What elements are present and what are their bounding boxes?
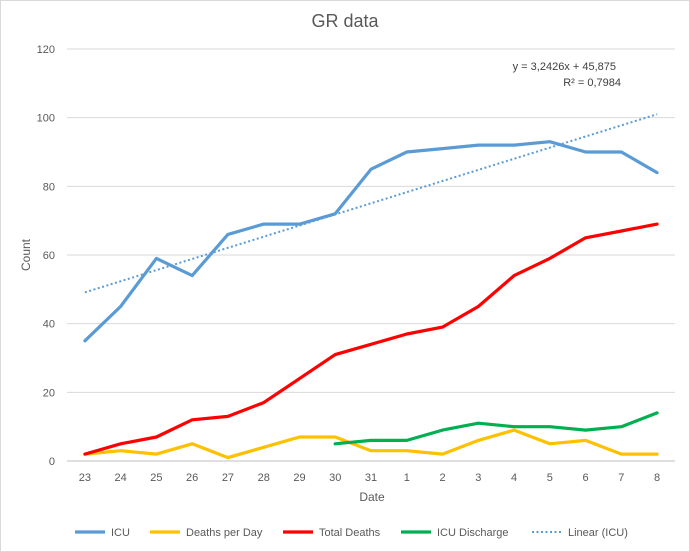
legend-label-total-deaths: Total Deaths xyxy=(319,527,381,539)
x-tick-label: 28 xyxy=(258,472,270,484)
legend-label-icu-discharge: ICU Discharge xyxy=(437,527,509,539)
x-tick-label: 6 xyxy=(583,472,589,484)
y-axis-title: Count xyxy=(19,238,33,271)
y-tick-label: 0 xyxy=(49,456,55,468)
series-line-deaths-per-day xyxy=(83,428,659,460)
y-tick-label: 80 xyxy=(43,181,55,193)
x-tick-label: 23 xyxy=(79,472,91,484)
trendline-r-squared: R² = 0,7984 xyxy=(563,77,621,89)
x-tick-label: 2 xyxy=(439,472,445,484)
x-tick-label: 1 xyxy=(404,472,410,484)
y-tick-label: 20 xyxy=(43,387,55,399)
series-line-icu xyxy=(83,140,659,343)
legend-label-linear-icu-: Linear (ICU) xyxy=(568,527,628,539)
y-tick-label: 100 xyxy=(37,113,55,125)
y-tick-label: 40 xyxy=(43,319,55,331)
x-tick-label: 8 xyxy=(654,472,660,484)
legend-label-icu: ICU xyxy=(111,527,130,539)
y-tick-label: 120 xyxy=(37,44,55,56)
y-tick-label: 60 xyxy=(43,250,55,262)
x-axis-title: Date xyxy=(359,490,385,504)
x-tick-label: 25 xyxy=(150,472,162,484)
x-tick-label: 31 xyxy=(365,472,377,484)
legend-label-deaths-per-day: Deaths per Day xyxy=(186,527,263,539)
x-tick-label: 29 xyxy=(293,472,305,484)
x-tick-label: 5 xyxy=(547,472,553,484)
x-tick-label: 4 xyxy=(511,472,517,484)
x-tick-label: 26 xyxy=(186,472,198,484)
series-line-icu-discharge xyxy=(333,411,659,446)
series-line-total-deaths xyxy=(83,222,659,456)
x-tick-label: 7 xyxy=(618,472,624,484)
trendline-linear-icu xyxy=(84,113,658,294)
x-tick-label: 3 xyxy=(475,472,481,484)
x-tick-label: 30 xyxy=(329,472,341,484)
x-tick-label: 24 xyxy=(115,472,127,484)
chart-title: GR data xyxy=(311,11,379,31)
trendline-equation: y = 3,2426x + 45,875 xyxy=(513,61,616,73)
x-tick-label: 27 xyxy=(222,472,234,484)
